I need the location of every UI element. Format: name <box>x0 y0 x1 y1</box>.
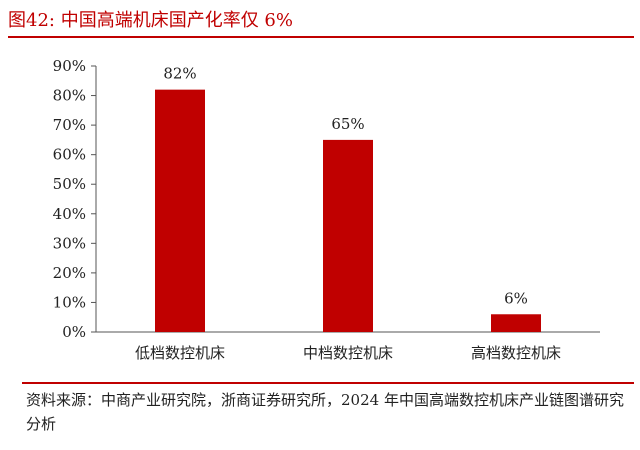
category-label: 低档数控机床 <box>135 344 225 362</box>
y-tick-label: 20% <box>53 264 86 282</box>
y-tick-label: 70% <box>53 116 86 134</box>
category-label: 中档数控机床 <box>303 344 393 362</box>
source-rule <box>22 382 634 384</box>
bar-2 <box>491 314 541 332</box>
source-note: 资料来源：中商产业研究院，浙商证券研究所，2024 年中国高端数控机床产业链图谱… <box>26 391 624 433</box>
data-label: 82% <box>163 65 196 83</box>
category-label: 高档数控机床 <box>471 344 561 362</box>
data-label: 6% <box>504 289 528 307</box>
y-tick-label: 60% <box>53 146 86 164</box>
bar-1 <box>323 139 373 332</box>
y-tick-label: 90% <box>53 57 86 75</box>
bar-chart: 0% 10% 20% 30% 40% 50% 60% 70% 80% 90% 82% 低档数控机床 65… <box>53 57 600 362</box>
y-tick-label: 30% <box>53 234 86 252</box>
title-rule <box>8 36 634 38</box>
data-label: 65% <box>331 115 364 133</box>
bar-0 <box>155 89 205 333</box>
figure-title: 图42: 中国高端机床国产化率仅 6% <box>8 10 293 31</box>
y-tick-label: 0% <box>62 323 86 341</box>
y-tick-label: 10% <box>53 293 86 311</box>
y-tick-label: 50% <box>53 175 86 193</box>
y-tick-label: 80% <box>53 87 86 105</box>
y-tick-label: 40% <box>53 205 86 223</box>
